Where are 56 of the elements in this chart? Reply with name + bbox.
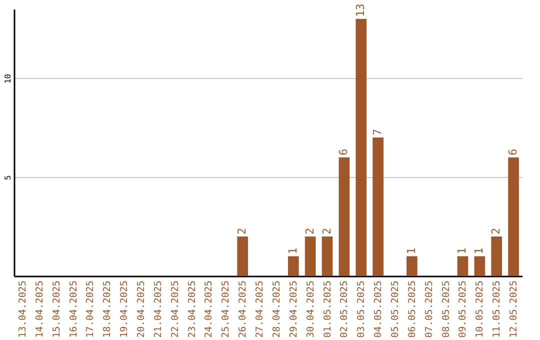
bar [457,256,468,276]
x-tick-label: 23.04.2025 [186,280,198,338]
bar [406,256,418,276]
x-tick-label: 01.05.2025 [322,280,334,338]
x-tick-label: 12.05.2025 [508,280,520,338]
data-label: 1 [472,248,486,254]
x-tick-label: 30.04.2025 [305,280,316,338]
bar [237,236,248,276]
x-tick-label: 25.04.2025 [220,280,232,338]
x-tick-label: 07.05.2025 [424,280,435,338]
bar [288,256,299,276]
bar [322,236,333,276]
bar [372,138,384,276]
x-tick-label: 03.05.2025 [356,280,368,338]
x-tick-label: 19.04.2025 [119,280,130,338]
bar [356,18,367,276]
y-tick-label: 5 [4,175,12,180]
bar [474,256,486,276]
data-label: 2 [236,228,249,234]
x-tick-label: 18.04.2025 [102,280,114,338]
x-tick-label: 10.05.2025 [474,280,486,338]
x-tick-label: 21.04.2025 [152,280,164,338]
bar [304,236,316,276]
data-label: 2 [490,228,503,234]
x-tick-label: 22.04.2025 [170,280,181,338]
x-tick-label: 28.04.2025 [271,280,282,338]
x-tick-label: 14.04.2025 [34,280,46,338]
x-tick-label: 09.05.2025 [458,280,469,338]
x-tick-label: 20.04.2025 [136,280,147,338]
y-tick-label: 10 [4,74,12,84]
x-tick-label: 11.05.2025 [492,280,503,338]
x-tick-label: 05.05.2025 [390,280,401,338]
x-tick-label: 29.04.2025 [288,280,300,338]
x-tick-label: 27.04.2025 [254,280,266,338]
x-tick-label: 16.04.2025 [68,280,80,338]
data-label: 2 [303,228,316,234]
x-tick-label: 17.04.2025 [85,280,96,338]
x-tick-label: 13.04.2025 [17,280,28,338]
x-tick-label: 15.04.2025 [51,280,62,338]
x-tick-label: 26.04.2025 [238,280,249,338]
x-tick-label: 08.05.2025 [440,280,452,338]
bar [508,157,519,276]
data-label: 6 [337,148,350,156]
data-label: 1 [404,248,418,254]
data-label: 1 [456,248,469,254]
bar [338,157,350,276]
data-label: 6 [506,148,520,156]
data-label: 2 [320,228,334,234]
data-label: 7 [371,128,384,136]
x-tick-label: 06.05.2025 [406,280,418,338]
data-label: 1 [286,248,300,254]
bar [491,236,502,276]
x-tick-label: 24.04.2025 [204,280,215,338]
x-tick-label: 04.05.2025 [373,280,384,338]
x-tick-label: 02.05.2025 [339,280,350,338]
data-label: 13 [354,4,368,17]
